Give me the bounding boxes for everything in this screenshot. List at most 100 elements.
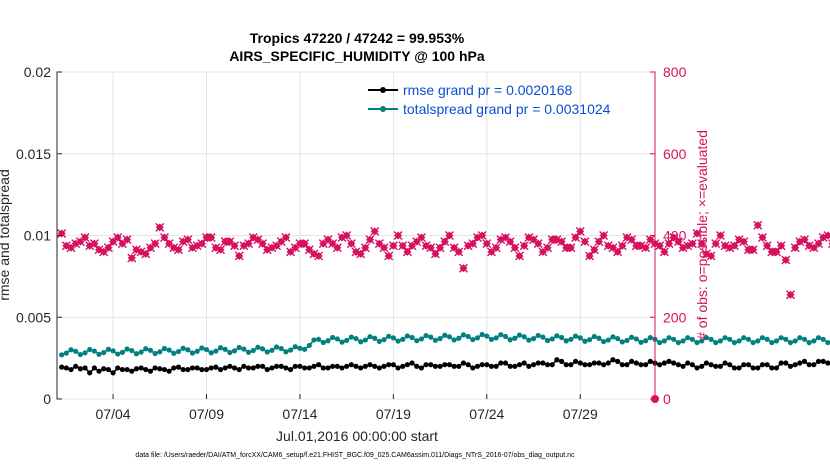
obs-x-marker <box>113 233 123 243</box>
rmse-point <box>568 362 574 368</box>
totalspread-point <box>82 350 88 356</box>
totalspread-point <box>577 335 583 341</box>
totalspread-point <box>759 335 766 341</box>
chart-title-line2: AIRS_SPECIFIC_HUMIDITY @ 100 hPa <box>229 48 485 64</box>
obs-x-marker <box>244 239 254 249</box>
totalspread-point <box>722 335 728 341</box>
rmse-point <box>68 366 74 373</box>
totalspread-point <box>689 336 695 342</box>
rmse-point <box>521 360 527 366</box>
totalspread-point <box>530 335 537 342</box>
rmse-point <box>577 360 583 366</box>
rmse-point <box>129 368 135 374</box>
totalspread-point <box>661 338 667 344</box>
rmse-point <box>783 360 789 366</box>
totalspread-point <box>680 338 686 344</box>
obs-x-marker <box>370 226 380 236</box>
right-y-tick-label: 200 <box>663 309 687 325</box>
totalspread-point <box>203 346 210 353</box>
totalspread-point <box>400 336 406 342</box>
rmse-point <box>259 363 266 369</box>
obs-x-marker <box>814 239 824 249</box>
totalspread-point <box>806 339 812 346</box>
totalspread-point <box>675 339 681 346</box>
obs-x-marker <box>150 239 160 249</box>
obs-x-marker <box>103 243 113 253</box>
totalspread-point <box>540 334 546 340</box>
rmse-point <box>418 365 425 371</box>
rmse-point <box>409 360 415 366</box>
rmse-point <box>731 365 738 371</box>
obs-x-marker <box>122 235 132 245</box>
rmse-point <box>428 362 434 368</box>
rmse-point <box>423 362 429 368</box>
rmse-point <box>96 368 102 374</box>
rmse-point <box>278 363 284 369</box>
rmse-point <box>544 362 551 368</box>
totalspread-point <box>311 337 317 343</box>
totalspread-point <box>255 344 261 350</box>
totalspread-point <box>386 333 392 339</box>
rmse-point <box>222 365 228 371</box>
rmse-point <box>619 362 625 368</box>
rmse-point <box>811 362 817 368</box>
totalspread-point <box>236 344 242 351</box>
rmse-point <box>339 365 345 371</box>
totalspread-point <box>783 336 789 342</box>
rmse-point <box>386 362 392 368</box>
rmse-point <box>316 362 322 368</box>
totalspread-point <box>825 339 830 346</box>
totalspread-point <box>601 338 607 345</box>
totalspread-point <box>283 349 289 355</box>
rmse-point <box>367 362 373 368</box>
rmse-point <box>708 362 714 368</box>
rmse-point <box>161 366 168 373</box>
totalspread-point <box>143 346 149 352</box>
totalspread-point <box>544 337 551 344</box>
totalspread-point <box>395 338 401 344</box>
rmse-point <box>624 362 630 368</box>
left-y-axis-label: rmse and totalspread <box>0 169 12 301</box>
totalspread-point <box>769 339 775 346</box>
left-y-tick-label: 0 <box>43 391 51 407</box>
totalspread-point <box>568 336 574 342</box>
obs-x-marker <box>594 237 604 247</box>
obs-x-marker <box>183 235 193 245</box>
rmse-point <box>119 366 126 373</box>
totalspread-point <box>273 344 280 350</box>
totalspread-point <box>124 346 130 352</box>
rmse-point <box>601 362 607 368</box>
totalspread-point <box>446 334 453 340</box>
totalspread-point <box>610 334 616 340</box>
obs-x-marker <box>57 228 67 238</box>
rmse-point <box>759 362 766 368</box>
rmse-point <box>147 368 154 374</box>
rmse-point <box>255 363 261 369</box>
rmse-point <box>203 366 210 373</box>
chart-title-line1: Tropics 47220 / 47242 = 99.953% <box>250 30 465 46</box>
obs-x-marker <box>379 243 389 253</box>
rmse-point <box>498 360 504 366</box>
totalspread-point <box>87 346 93 353</box>
obs-x-marker <box>155 222 165 232</box>
obs-x-marker <box>706 251 716 261</box>
rmse-point <box>699 363 705 369</box>
totalspread-point <box>699 338 705 344</box>
totalspread-point <box>671 336 677 342</box>
totalspread-point <box>745 336 752 342</box>
rmse-point <box>825 360 830 366</box>
rmse-point <box>77 366 83 372</box>
rmse-point <box>157 366 163 372</box>
totalspread-point <box>727 336 733 342</box>
obs-x-marker <box>80 233 90 243</box>
totalspread-point <box>222 346 228 352</box>
obs-x-marker <box>356 249 366 259</box>
totalspread-point <box>264 349 270 355</box>
rmse-point <box>124 366 130 373</box>
obs-x-marker <box>388 241 398 251</box>
rmse-point <box>769 365 775 371</box>
obs-x-marker <box>543 243 553 253</box>
totalspread-point <box>292 344 298 350</box>
rmse-point <box>311 363 317 369</box>
rmse-point <box>194 365 200 371</box>
